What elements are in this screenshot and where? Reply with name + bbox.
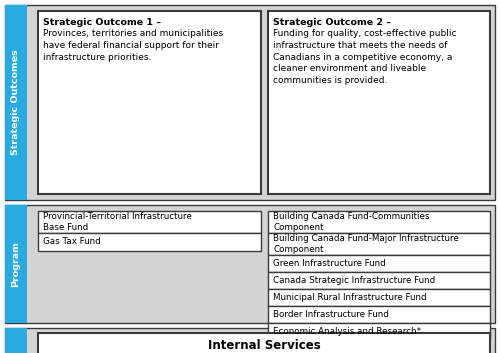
FancyBboxPatch shape — [268, 323, 490, 340]
Text: Border Infrastructure Fund: Border Infrastructure Fund — [273, 310, 389, 319]
FancyBboxPatch shape — [5, 5, 495, 200]
FancyBboxPatch shape — [268, 289, 490, 306]
Text: Provincial-Territorial Infrastructure
Base Fund: Provincial-Territorial Infrastructure Ba… — [43, 212, 192, 232]
Text: Funding for quality, cost-effective public
infrastructure that meets the needs o: Funding for quality, cost-effective publ… — [273, 29, 456, 85]
Text: Gas Tax Fund: Gas Tax Fund — [43, 238, 101, 246]
FancyBboxPatch shape — [268, 11, 490, 194]
FancyBboxPatch shape — [38, 233, 261, 251]
FancyBboxPatch shape — [268, 306, 490, 323]
Text: Green Infrastructure Fund: Green Infrastructure Fund — [273, 259, 386, 268]
Text: Strategic Outcomes: Strategic Outcomes — [12, 50, 20, 155]
FancyBboxPatch shape — [268, 255, 490, 272]
FancyBboxPatch shape — [5, 205, 27, 323]
Text: Program: Program — [12, 241, 20, 287]
Text: Building Canada Fund-Major Infrastructure
Component: Building Canada Fund-Major Infrastructur… — [273, 234, 459, 254]
FancyBboxPatch shape — [38, 11, 261, 194]
Text: Economic Analysis and Research*: Economic Analysis and Research* — [273, 327, 421, 336]
FancyBboxPatch shape — [268, 211, 490, 233]
Text: Strategic Outcome 1 –: Strategic Outcome 1 – — [43, 18, 161, 27]
Text: Strategic Outcome 2 –: Strategic Outcome 2 – — [273, 18, 391, 27]
Text: Building Canada Fund-Communities
Component: Building Canada Fund-Communities Compone… — [273, 212, 430, 232]
FancyBboxPatch shape — [268, 272, 490, 289]
FancyBboxPatch shape — [5, 328, 495, 353]
FancyBboxPatch shape — [5, 328, 27, 353]
FancyBboxPatch shape — [5, 5, 27, 200]
FancyBboxPatch shape — [268, 233, 490, 255]
FancyBboxPatch shape — [38, 211, 261, 233]
Text: Municipal Rural Infrastructure Fund: Municipal Rural Infrastructure Fund — [273, 293, 426, 302]
Text: Canada Strategic Infrastructure Fund: Canada Strategic Infrastructure Fund — [273, 276, 435, 285]
Text: Internal Services: Internal Services — [208, 339, 320, 352]
FancyBboxPatch shape — [5, 205, 495, 323]
Text: Provinces, territories and municipalities
have federal financial support for the: Provinces, territories and municipalitie… — [43, 29, 223, 62]
FancyBboxPatch shape — [38, 333, 490, 353]
